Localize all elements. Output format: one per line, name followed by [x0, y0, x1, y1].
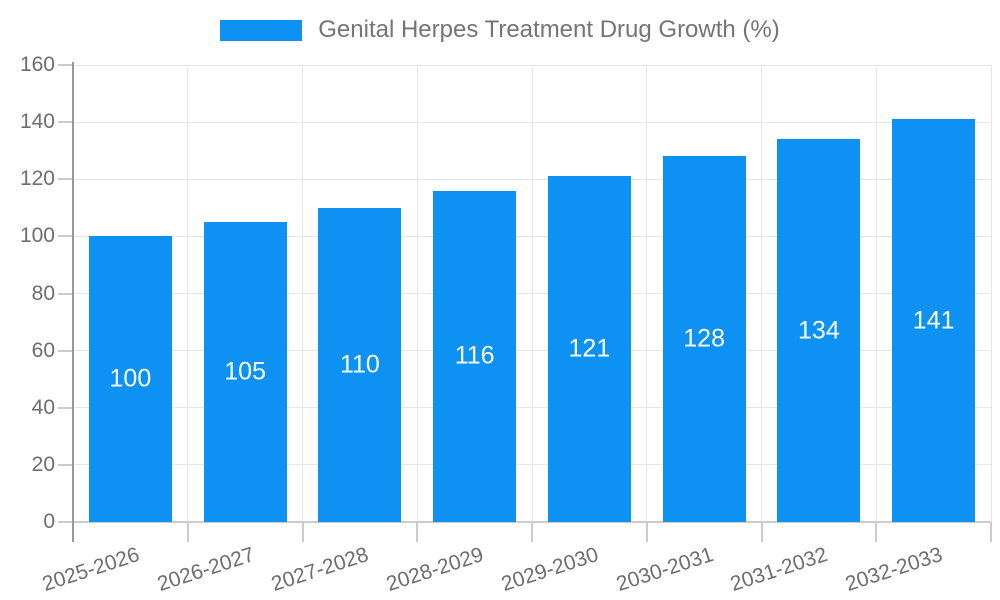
y-axis-tick-label: 100 — [19, 224, 55, 248]
y-axis-tick — [58, 121, 73, 124]
y-axis-tick — [58, 292, 73, 295]
x-axis-tick — [645, 522, 648, 542]
x-axis-tick — [416, 522, 419, 542]
legend-label: Genital Herpes Treatment Drug Growth (%) — [318, 16, 780, 43]
bar-value-label: 134 — [798, 316, 840, 345]
bar-value-label: 110 — [339, 350, 380, 379]
v-gridline — [761, 65, 762, 522]
bar[interactable]: 110 — [318, 207, 402, 522]
v-gridline — [990, 65, 992, 522]
x-axis-tick — [186, 522, 189, 542]
y-axis-tick-label: 160 — [19, 53, 55, 76]
x-axis-tick-label: 2031-2032 — [728, 543, 831, 596]
legend-swatch-icon — [220, 19, 303, 41]
y-axis-tick — [58, 64, 73, 66]
bar-value-label: 141 — [912, 306, 955, 335]
x-axis-tick-label: 2027-2028 — [269, 543, 372, 596]
y-axis-tick-label: 140 — [19, 110, 55, 134]
v-gridline — [416, 65, 418, 522]
x-axis-tick — [760, 522, 763, 542]
y-axis-tick-label: 60 — [31, 338, 55, 362]
y-axis-tick — [58, 521, 73, 523]
y-axis-tick — [58, 463, 73, 466]
y-axis-tick-label: 0 — [43, 510, 55, 533]
x-axis-tick — [531, 522, 533, 542]
x-axis-tick-label: 2032-2033 — [842, 543, 946, 596]
bar-value-label: 121 — [568, 334, 611, 363]
y-axis-line — [72, 62, 74, 542]
y-axis-tick — [58, 235, 73, 238]
bar[interactable]: 100 — [88, 236, 172, 522]
x-axis-tick — [990, 522, 992, 542]
x-axis-tick-label: 2025-2026 — [39, 543, 143, 596]
v-gridline — [646, 65, 648, 522]
bar-value-label: 100 — [109, 364, 152, 393]
x-axis-tick-label: 2026-2027 — [154, 543, 257, 596]
chart-legend[interactable]: Genital Herpes Treatment Drug Growth (%) — [0, 16, 1000, 44]
bar[interactable]: 128 — [662, 156, 746, 522]
v-gridline — [187, 65, 189, 522]
bar[interactable]: 105 — [203, 222, 287, 522]
v-gridline — [531, 65, 533, 522]
bar[interactable]: 141 — [892, 119, 976, 522]
bar[interactable]: 134 — [777, 139, 861, 522]
bar[interactable]: 121 — [547, 176, 631, 522]
bar-value-label: 105 — [224, 357, 266, 386]
x-axis-line — [73, 521, 991, 523]
x-axis-tick — [301, 522, 304, 542]
x-axis-tick-label: 2030-2031 — [613, 543, 716, 596]
bar[interactable]: 116 — [433, 190, 517, 522]
bar-value-label: 128 — [683, 324, 725, 353]
v-gridline — [875, 65, 877, 522]
y-axis-tick-label: 20 — [31, 452, 55, 476]
x-axis-tick-label: 2029-2030 — [498, 543, 602, 596]
y-axis-tick — [58, 406, 73, 409]
bar-value-label: 116 — [454, 341, 495, 370]
v-gridline — [302, 65, 303, 522]
y-axis-tick-label: 120 — [19, 167, 55, 191]
x-axis-tick-label: 2028-2029 — [383, 543, 487, 596]
y-axis-tick — [58, 349, 73, 352]
y-axis-tick-label: 40 — [31, 395, 55, 419]
x-axis-tick — [875, 522, 878, 542]
y-axis-tick-label: 80 — [31, 281, 55, 305]
y-axis-tick — [58, 178, 73, 181]
